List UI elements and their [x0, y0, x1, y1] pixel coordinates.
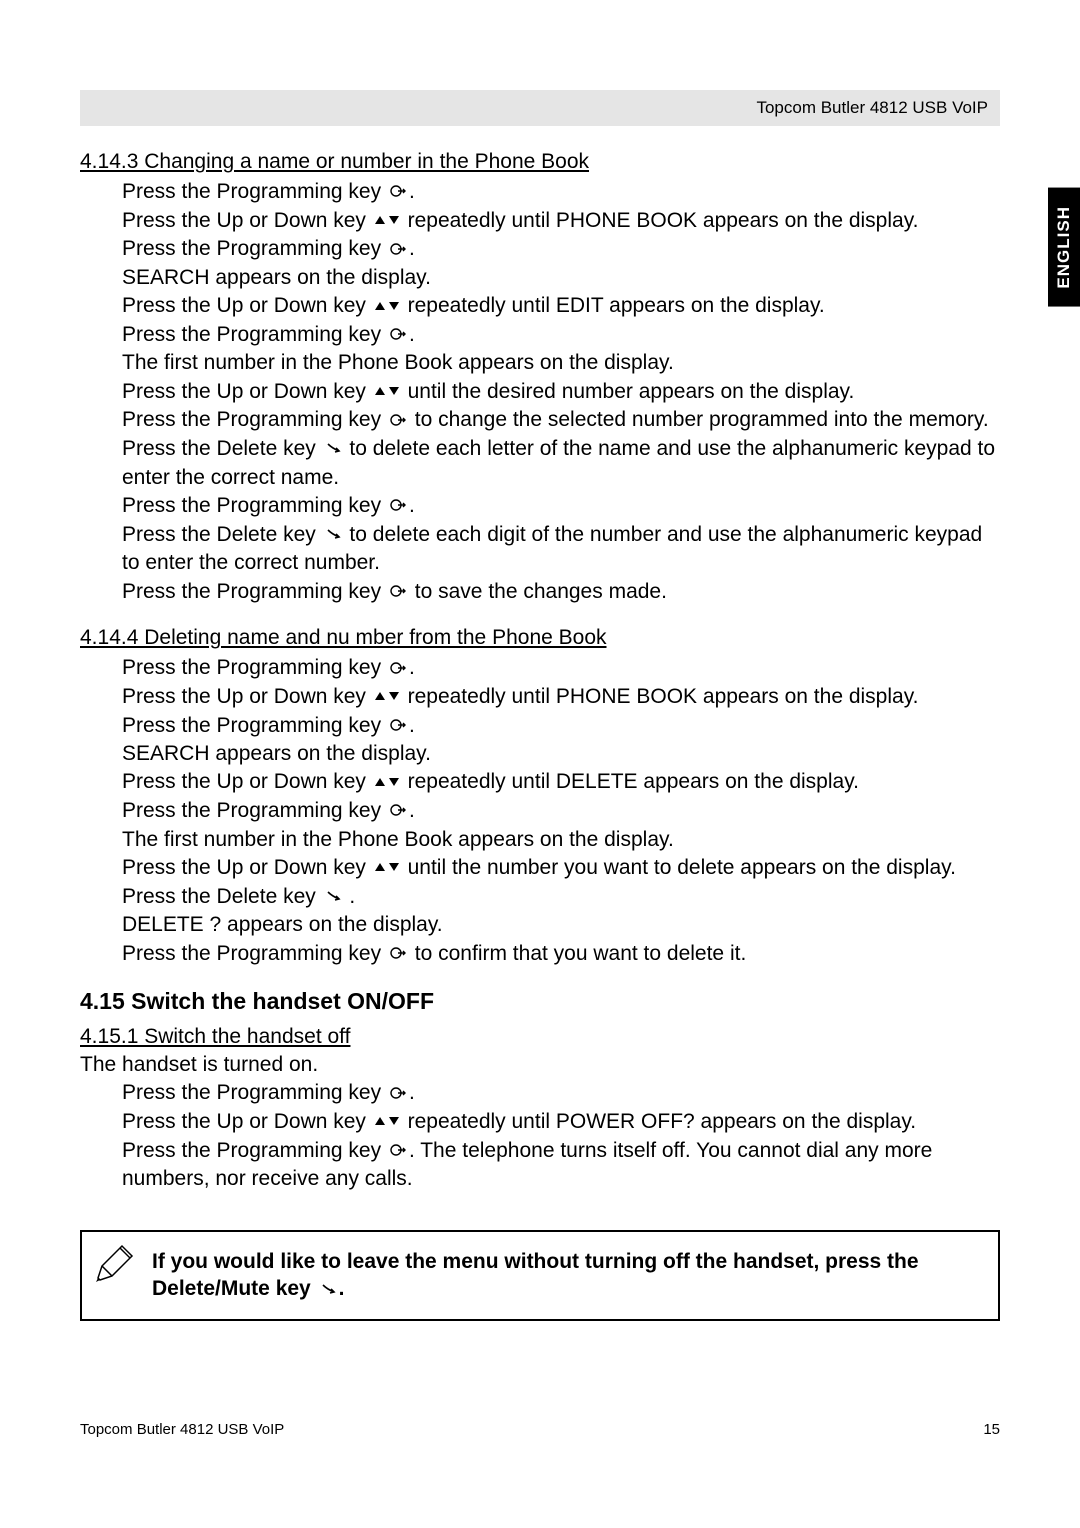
delete-icon — [319, 1276, 337, 1303]
intro-4-15: The handset is turned on. — [80, 1053, 1000, 1077]
step-item: The first number in the Phone Book appea… — [122, 826, 1000, 854]
step-text: Press the Programming key . — [122, 712, 1000, 741]
step-text: Press the Programming key . — [122, 654, 1000, 683]
step-text: Press the Up or Down key repeatedly unti… — [122, 1108, 1000, 1137]
footer: Topcom Butler 4812 USB VoIP 15 — [80, 1421, 1000, 1438]
step-item: Press the Programming key . — [122, 178, 1000, 207]
step-item: The first number in the Phone Book appea… — [122, 349, 1000, 377]
step-text: Press the Programming key . — [122, 235, 1000, 264]
header-product: Topcom Butler 4812 USB VoIP — [756, 98, 988, 117]
programming-key-icon — [389, 940, 407, 968]
step-item: Press the Up or Down key repeatedly unti… — [122, 1108, 1000, 1137]
steps-4-15: Press the Programming key .Press the Up … — [122, 1079, 1000, 1193]
step-text: Press the Programming key . — [122, 797, 1000, 826]
step-item: Press the Up or Down key repeatedly unti… — [122, 292, 1000, 321]
delete-key-icon — [324, 521, 342, 549]
up-down-key-icon — [374, 769, 400, 797]
programming-key-icon — [389, 1137, 407, 1165]
delete-key-icon — [324, 883, 342, 911]
up-down-key-icon — [374, 854, 400, 882]
step-item: Press the Delete key to delete each digi… — [122, 521, 1000, 578]
programming-key-icon — [389, 1080, 407, 1108]
step-text: Press the Programming key . — [122, 1079, 1000, 1108]
programming-key-icon — [389, 712, 407, 740]
programming-key-icon — [389, 797, 407, 825]
step-text: Press the Up or Down key until the desir… — [122, 378, 1000, 407]
footer-left: Topcom Butler 4812 USB VoIP — [80, 1421, 284, 1438]
step-item: Press the Programming key to confirm tha… — [122, 940, 1000, 969]
step-item: Press the Programming key to save the ch… — [122, 578, 1000, 607]
step-item: Press the Up or Down key until the numbe… — [122, 854, 1000, 883]
step-text: Press the Up or Down key repeatedly unti… — [122, 683, 1000, 712]
step-text: Press the Up or Down key until the numbe… — [122, 854, 1000, 883]
step-text: Press the Delete key to delete each lett… — [122, 435, 1000, 492]
step-text: Press the Programming key . The telephon… — [122, 1137, 1000, 1194]
step-item: Press the Delete key to delete each lett… — [122, 435, 1000, 492]
step-text: Press the Up or Down key repeatedly unti… — [122, 292, 1000, 321]
programming-key-icon — [389, 236, 407, 264]
programming-key-icon — [389, 178, 407, 206]
step-text: Press the Delete key to delete each digi… — [122, 521, 1000, 578]
subsection-heading-4-14-4: 4.14.4 Deleting name and nu mber from th… — [80, 626, 1000, 650]
step-item: Press the Up or Down key repeatedly unti… — [122, 207, 1000, 236]
note-box: If you would like to leave the menu with… — [80, 1230, 1000, 1321]
step-text: SEARCH appears on the display. — [122, 264, 1000, 292]
step-item: Press the Programming key . The telephon… — [122, 1137, 1000, 1194]
step-text: Press the Up or Down key repeatedly unti… — [122, 768, 1000, 797]
step-text: Press the Programming key to change the … — [122, 406, 1000, 435]
step-text: Press the Programming key . — [122, 321, 1000, 350]
step-item: DELETE ? appears on the display. — [122, 911, 1000, 939]
note-text: If you would like to leave the menu with… — [152, 1232, 998, 1319]
step-item: Press the Programming key . — [122, 1079, 1000, 1108]
step-text: DELETE ? appears on the display. — [122, 911, 1000, 939]
step-item: Press the Programming key . — [122, 235, 1000, 264]
step-item: SEARCH appears on the display. — [122, 264, 1000, 292]
step-item: Press the Programming key . — [122, 797, 1000, 826]
programming-key-icon — [389, 655, 407, 683]
note-pre: If you would like to leave the menu with… — [152, 1250, 919, 1300]
step-item: Press the Programming key . — [122, 321, 1000, 350]
step-text: The first number in the Phone Book appea… — [122, 349, 1000, 377]
up-down-key-icon — [374, 293, 400, 321]
header-bar: Topcom Butler 4812 USB VoIP — [80, 90, 1000, 126]
step-text: The first number in the Phone Book appea… — [122, 826, 1000, 854]
step-item: Press the Up or Down key until the desir… — [122, 378, 1000, 407]
up-down-key-icon — [374, 378, 400, 406]
up-down-key-icon — [374, 1108, 400, 1136]
up-down-key-icon — [374, 683, 400, 711]
step-item: Press the Programming key . — [122, 654, 1000, 683]
steps-4-14-4: Press the Programming key .Press the Up … — [122, 654, 1000, 968]
step-item: Press the Programming key . — [122, 492, 1000, 521]
step-item: Press the Up or Down key repeatedly unti… — [122, 768, 1000, 797]
step-item: Press the Delete key . — [122, 883, 1000, 912]
step-text: Press the Up or Down key repeatedly unti… — [122, 207, 1000, 236]
language-tab: ENGLISH — [1048, 188, 1080, 307]
step-text: Press the Programming key . — [122, 178, 1000, 207]
programming-key-icon — [389, 492, 407, 520]
section-title-4-15: 4.15 Switch the handset ON/OFF — [80, 988, 1000, 1015]
subsection-heading-4-15-1: 4.15.1 Switch the handset off — [80, 1025, 1000, 1049]
step-item: Press the Programming key . — [122, 712, 1000, 741]
step-text: Press the Programming key to confirm tha… — [122, 940, 1000, 969]
step-item: Press the Programming key to change the … — [122, 406, 1000, 435]
pencil-icon — [82, 1232, 152, 1296]
footer-right: 15 — [983, 1421, 1000, 1438]
note-post: . — [339, 1277, 345, 1300]
step-text: Press the Programming key to save the ch… — [122, 578, 1000, 607]
steps-4-14-3: Press the Programming key .Press the Up … — [122, 178, 1000, 606]
up-down-key-icon — [374, 207, 400, 235]
step-item: SEARCH appears on the display. — [122, 740, 1000, 768]
programming-key-icon — [389, 578, 407, 606]
step-text: Press the Programming key . — [122, 492, 1000, 521]
step-text: SEARCH appears on the display. — [122, 740, 1000, 768]
step-text: Press the Delete key . — [122, 883, 1000, 912]
page: Topcom Butler 4812 USB VoIP ENGLISH 4.14… — [0, 0, 1080, 1478]
programming-key-icon — [389, 407, 407, 435]
programming-key-icon — [389, 321, 407, 349]
subsection-heading-4-14-3: 4.14.3 Changing a name or number in the … — [80, 150, 1000, 174]
delete-key-icon — [324, 435, 342, 463]
step-item: Press the Up or Down key repeatedly unti… — [122, 683, 1000, 712]
